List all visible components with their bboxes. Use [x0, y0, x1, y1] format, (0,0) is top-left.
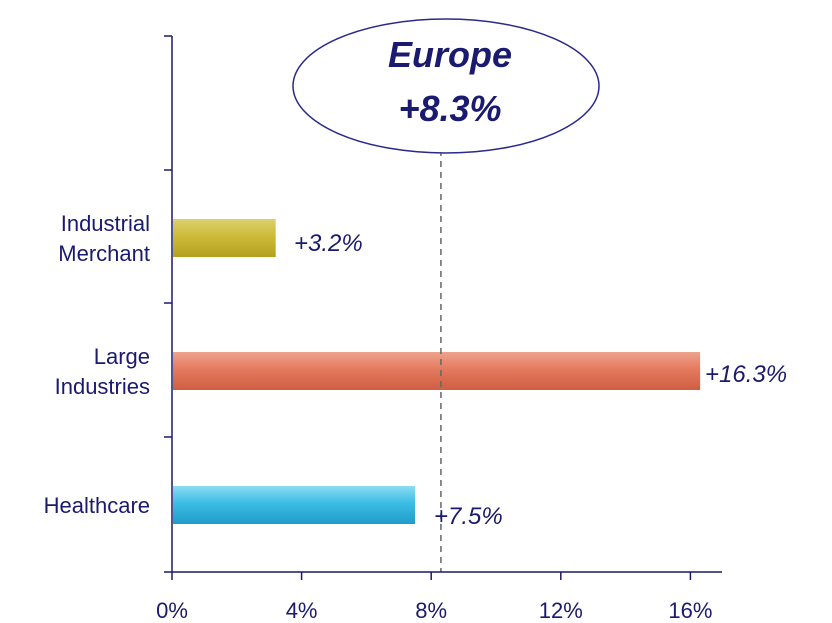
value-label: +7.5% [434, 503, 503, 530]
x-tick-label: 16% [668, 598, 712, 623]
x-tick-label: 4% [286, 598, 318, 623]
category-label: Industrial [61, 211, 150, 236]
category-label: Healthcare [44, 493, 150, 518]
bar-healthcare [173, 486, 415, 524]
bar-large-industries [173, 352, 701, 390]
category-label: Large [94, 344, 150, 369]
category-label: Merchant [58, 241, 150, 266]
value-label: +16.3% [705, 361, 787, 388]
callout-region-label: Europe [388, 34, 512, 75]
x-tick-label: 8% [415, 598, 447, 623]
value-label: +3.2% [294, 230, 363, 257]
x-tick-label: 12% [539, 598, 583, 623]
callout-ellipse [292, 18, 600, 154]
x-tick-label: 0% [156, 598, 188, 623]
category-label: Industries [55, 374, 150, 399]
bar-industrial-merchant [173, 219, 276, 257]
callout-region-value: +8.3% [398, 88, 501, 129]
